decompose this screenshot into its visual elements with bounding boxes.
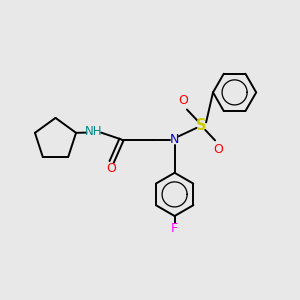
Text: O: O [214,143,223,156]
Text: NH: NH [85,125,102,138]
Text: S: S [196,118,207,133]
Text: F: F [171,222,178,236]
Text: O: O [106,162,116,175]
Text: O: O [179,94,188,107]
Text: N: N [170,133,179,146]
